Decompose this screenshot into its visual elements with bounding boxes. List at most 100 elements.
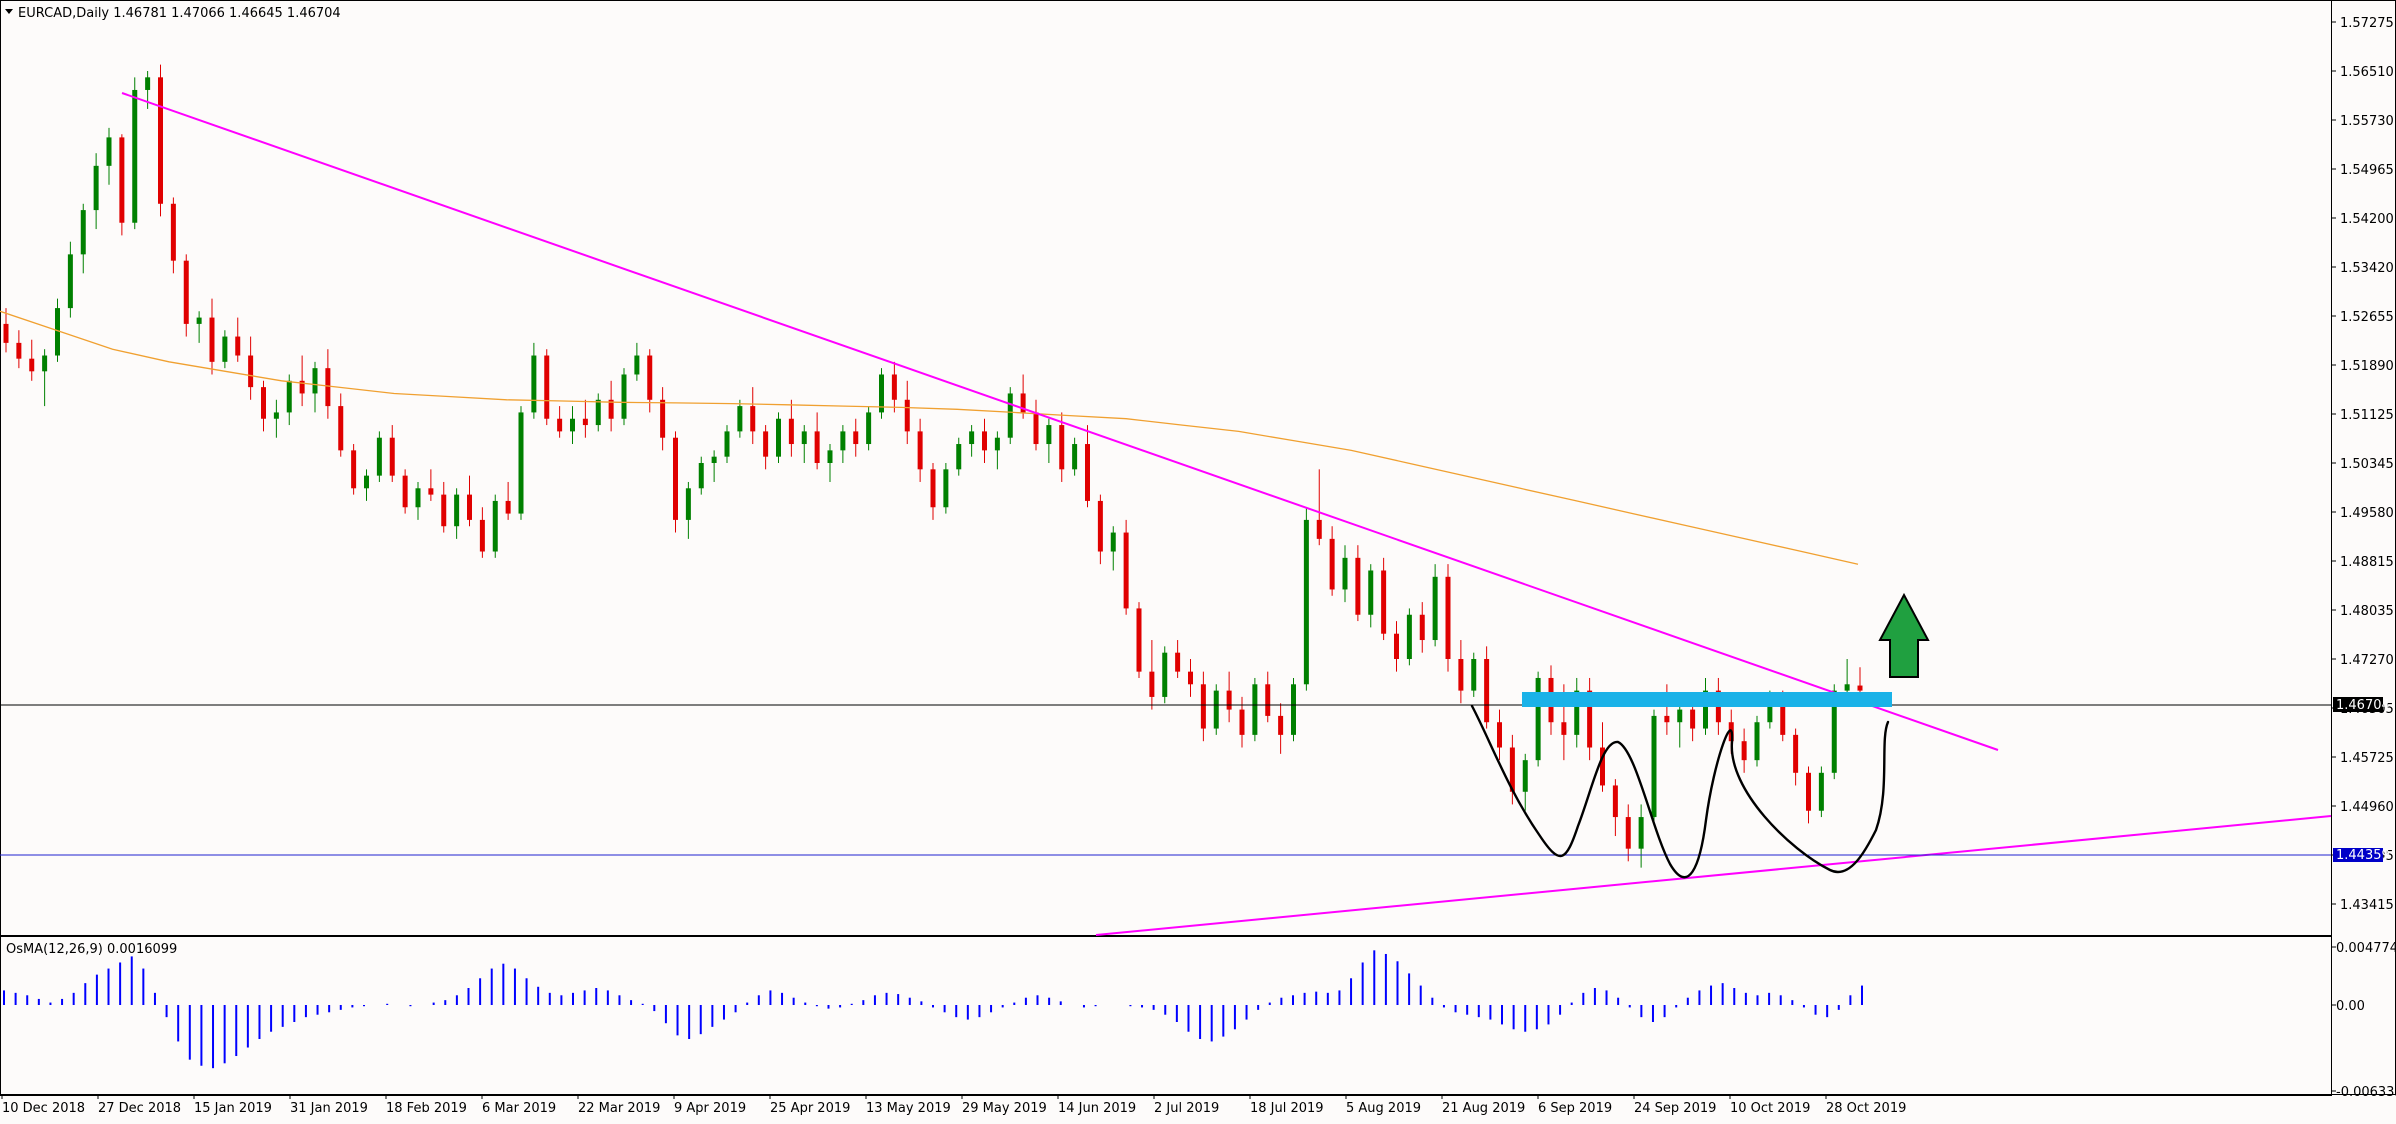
candle-body: [273, 412, 279, 419]
candle-body: [879, 374, 884, 413]
candle-body: [492, 500, 498, 552]
price-tick-label: 1.51125: [2340, 408, 2394, 423]
candle-body: [1355, 557, 1361, 615]
candle-body: [1252, 684, 1258, 735]
candle-body: [1007, 393, 1013, 438]
candle-body: [814, 431, 820, 463]
candle-body: [1046, 425, 1052, 445]
time-tick-label: 15 Jan 2019: [194, 1101, 272, 1116]
candle-body: [737, 406, 743, 432]
candle-body: [1278, 715, 1284, 735]
price-tick-label: 1.43415: [2340, 898, 2394, 913]
candle-body: [93, 165, 99, 211]
price-tick-label: 1.51890: [2340, 359, 2394, 374]
resistance-zone[interactable]: [1522, 692, 1892, 707]
candle-body: [544, 355, 550, 419]
candle-body: [969, 431, 975, 445]
candle-body: [248, 355, 254, 388]
candle-body: [1406, 614, 1412, 659]
triangle-down-icon[interactable]: [5, 9, 13, 14]
time-tick-label: 14 Jun 2019: [1058, 1101, 1136, 1116]
price-axis: 1.57275 1.56510 1.55730 1.54965 1.54200 1.534…: [2331, 16, 2394, 913]
candle-body: [943, 469, 949, 508]
price-tick-label: 1.56510: [2340, 65, 2394, 80]
candle-body: [1844, 684, 1850, 691]
time-tick-label: 25 Apr 2019: [770, 1101, 850, 1116]
candle-body: [1394, 633, 1399, 659]
candle-body: [1471, 659, 1477, 691]
price-tick-label: 1.54200: [2340, 212, 2394, 227]
candle-body: [750, 406, 756, 432]
candle-body: [1213, 690, 1219, 729]
candle-body: [930, 469, 936, 508]
time-tick-label: 6 Sep 2019: [1538, 1101, 1612, 1116]
candle-body: [647, 355, 653, 400]
candle-body: [338, 406, 344, 451]
candle-body: [467, 494, 472, 520]
time-tick-label: 31 Jan 2019: [290, 1101, 368, 1116]
candle-body: [621, 374, 627, 419]
candle-body: [479, 519, 485, 552]
candle-body: [1664, 715, 1670, 723]
time-tick-label: 28 Oct 2019: [1826, 1101, 1906, 1116]
candle-body: [518, 412, 524, 514]
candle-body: [1587, 690, 1593, 748]
candle-body: [1651, 715, 1657, 818]
candle-body: [853, 431, 859, 445]
time-tick-label: 5 Aug 2019: [1346, 1101, 1421, 1116]
candle-body: [1754, 722, 1760, 761]
candle-body: [42, 355, 48, 372]
candle-body: [1703, 690, 1708, 729]
candle-body: [170, 203, 176, 261]
candle-body: [698, 463, 704, 489]
candle-body: [1419, 614, 1425, 641]
indicator-axis: 0.0047741 0.00 -0.0063336: [2331, 941, 2396, 1100]
pattern-curve: [1470, 704, 1890, 879]
candle-body: [1458, 659, 1464, 691]
indicator-frame: [0, 936, 2332, 1096]
candle-body: [132, 89, 138, 223]
time-tick-label: 18 Feb 2019: [386, 1101, 467, 1116]
candle-body: [325, 368, 331, 407]
candle-body: [312, 368, 318, 394]
candle-body: [1188, 671, 1193, 685]
candle-body: [1780, 696, 1786, 735]
candle-body: [80, 210, 86, 255]
time-tick-label: 22 Mar 2019: [578, 1101, 660, 1116]
moving-average-line: [0, 310, 1859, 565]
candle-body: [1612, 785, 1618, 818]
candle-body: [1085, 444, 1090, 501]
indicator-tick-label: 0.00: [2336, 999, 2365, 1014]
indicator-tick-label: 0.0047741: [2336, 941, 2396, 956]
price-tick-label: 1.49580: [2340, 506, 2394, 521]
candle-body: [891, 374, 897, 400]
price-tick-label: 1.57275: [2340, 16, 2394, 31]
candle-body: [917, 431, 923, 470]
candle-body: [1175, 652, 1181, 672]
price-tick-label: 1.55730: [2340, 114, 2394, 129]
candle-body: [557, 418, 563, 432]
candle-body: [1600, 747, 1605, 786]
candle-body: [119, 137, 125, 223]
candle-body: [235, 336, 241, 356]
candle-body: [505, 500, 511, 514]
time-axis: 10 Dec 2018 27 Dec 2018 15 Jan 2019 31 Jan …: [1, 1095, 1906, 1116]
candle-body: [570, 418, 575, 432]
candle-body: [1033, 412, 1039, 445]
candle-body: [1149, 671, 1155, 697]
candle-body: [1677, 709, 1683, 723]
descending-trendline: [121, 92, 1999, 751]
candle-body: [1136, 608, 1142, 672]
price-tick-label: 1.47270: [2340, 653, 2394, 668]
candle-body: [1445, 576, 1451, 659]
candle-body: [67, 254, 73, 309]
current-price-tag: [2333, 697, 2383, 712]
candle-body: [1484, 659, 1490, 723]
candle-body: [1342, 557, 1348, 590]
osma-histogram: [3, 950, 1863, 1069]
candle-body: [994, 437, 1000, 451]
time-tick-label: 24 Sep 2019: [1634, 1101, 1716, 1116]
candle-body: [1020, 393, 1026, 413]
